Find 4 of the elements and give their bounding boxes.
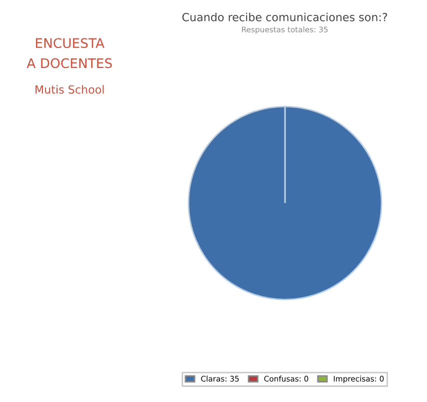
- chart-title: Cuando recibe comunicaciones son:?: [182, 12, 388, 22]
- text: Mutis School: [36, 85, 104, 94]
- text: A DOCENTES: [26, 58, 112, 68]
- text: ENCUESTA: [36, 38, 104, 48]
